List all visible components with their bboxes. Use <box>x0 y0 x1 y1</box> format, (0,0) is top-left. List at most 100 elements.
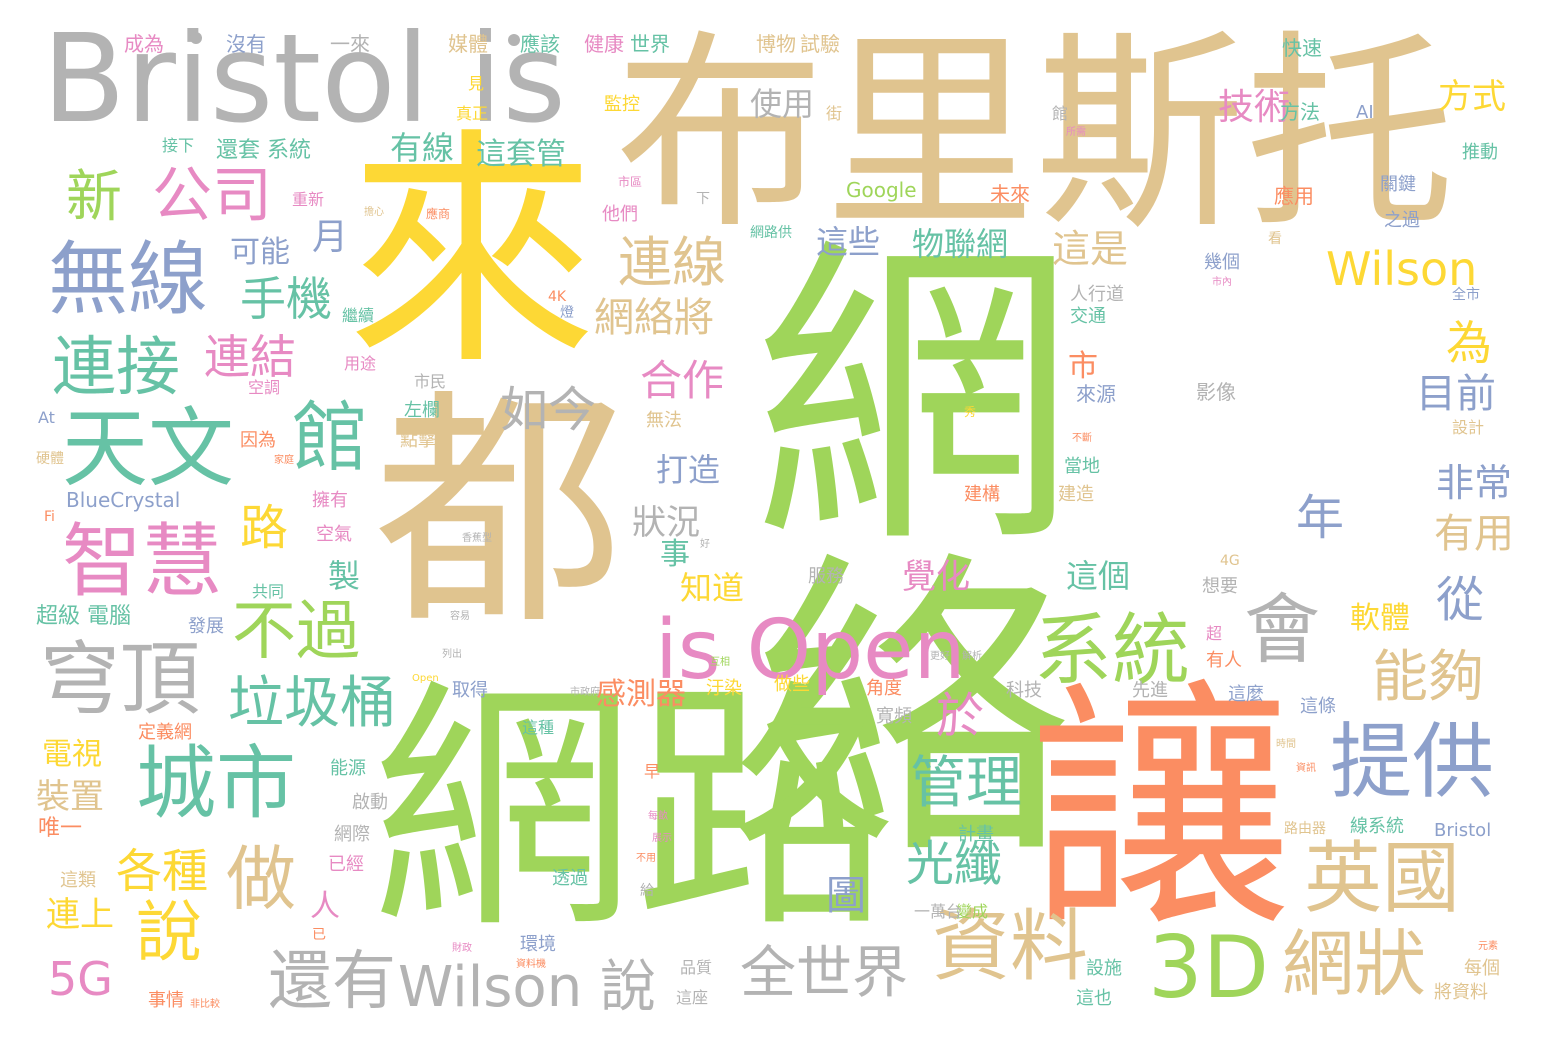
word-jihua: 計畫 <box>958 824 994 845</box>
word-guan2: 館 <box>1052 104 1069 123</box>
word-dianji: 點擊 <box>400 430 436 451</box>
word-haiyou: 還有 <box>268 945 396 1019</box>
word-rongyi: 容易 <box>450 611 470 622</box>
word-juehua: 覺化 <box>902 557 970 597</box>
word-yingguo: 英國 <box>1304 834 1461 924</box>
word-buguo: 不過 <box>232 595 360 669</box>
word-xianjin: 先進 <box>1132 680 1168 701</box>
word-zhege: 這個 <box>1066 557 1131 595</box>
word-kuanpin: 寬頻 <box>876 706 912 727</box>
word-deng: 燈 <box>560 305 574 321</box>
word-bluecrystal: BlueCrystal <box>66 488 181 512</box>
word-fangshi: 方式 <box>1438 77 1506 117</box>
word-jie: 街 <box>826 104 843 123</box>
word-xiangjiaoxing: 香蕉型 <box>462 533 492 544</box>
word-chengwei: 成為 <box>124 32 164 56</box>
word-gei: 給 <box>640 883 654 899</box>
word-jiexia: 接下 <box>162 136 195 155</box>
word-qude: 取得 <box>452 680 488 701</box>
word-youren: 有人 <box>1206 650 1242 671</box>
word-xia: 下 <box>696 191 710 207</box>
word-lianjie: 連接 <box>52 331 180 405</box>
word-ai: AI <box>1356 102 1374 123</box>
word-zhexie: 這些 <box>816 223 881 261</box>
word-jiankang: 健康 <box>584 32 624 56</box>
word-shiqing: 事情 <box>148 990 184 1011</box>
word-zheme: 這麼 <box>1228 684 1264 705</box>
word-shi2: 事 <box>660 537 690 572</box>
word-guangxian: 光纖 <box>906 836 1003 892</box>
word-lianjie2: 連結 <box>204 330 296 384</box>
word-caizheng: 財政 <box>452 943 472 954</box>
word-zhidao: 知道 <box>680 569 745 607</box>
word-zhuangkuang: 狀況 <box>632 503 700 543</box>
word-guanli: 管理 <box>910 751 1022 816</box>
word-5g: 5G <box>48 952 113 1006</box>
word-wuxian: 無線 <box>48 233 208 326</box>
word-touguo: 透過 <box>552 868 588 889</box>
word-chongxin: 重新 <box>292 190 325 209</box>
word-sheshi: 設施 <box>1086 958 1122 979</box>
word-bowu: 博物 <box>756 32 796 56</box>
word-jianzao: 建造 <box>1058 484 1094 505</box>
word-kongqi: 空氣 <box>316 524 352 545</box>
word-zuoxie: 做些 <box>774 674 810 695</box>
word-danxin: 擔心 <box>364 207 384 218</box>
word-xin: 新 <box>66 165 122 230</box>
word-jiating: 家庭 <box>274 455 294 466</box>
word-zhezuo: 這座 <box>676 988 709 1007</box>
word-meige: 每個 <box>1464 958 1500 979</box>
word-suoxu: 所需 <box>1066 127 1086 138</box>
word-shinei: 市內 <box>1212 277 1232 288</box>
word-laiyuan: 來源 <box>1076 382 1116 406</box>
word-qiongding: 穹頂 <box>40 633 200 726</box>
word-quanshi: 全市 <box>1452 287 1480 303</box>
word-weiyi: 唯一 <box>38 816 83 841</box>
word-lianshang: 連上 <box>46 895 114 935</box>
word-youxian: 有線 <box>390 129 455 167</box>
word-lu: 路 <box>240 500 289 556</box>
word-shijie: 世界 <box>630 32 670 56</box>
word-jishu: 技術 <box>1218 87 1291 128</box>
word-guan: 館 <box>292 393 368 482</box>
word-at: At <box>38 408 55 427</box>
word-zheshi: 這是 <box>1052 227 1129 271</box>
word-yu: 於 <box>936 688 985 744</box>
word-dingyiwang: 定義網 <box>138 722 192 743</box>
word-shouji: 手機 <box>240 272 332 326</box>
word-meimu: 每畝 <box>648 811 668 822</box>
word-zhetiao: 這條 <box>1300 696 1336 717</box>
word-gongtong: 共同 <box>252 582 285 601</box>
word-fi: Fi <box>44 509 55 525</box>
word-jiankong: 監控 <box>604 94 640 115</box>
word-huanjing: 環境 <box>520 934 556 955</box>
word-yue: 月 <box>312 217 349 258</box>
word-xiangyao: 想要 <box>1202 576 1238 597</box>
word-muqian: 目前 <box>1416 371 1496 417</box>
word-yongtu: 用途 <box>344 354 377 373</box>
word-yinggai: 應該 <box>520 32 560 56</box>
word-meiyou: 沒有 <box>226 32 266 56</box>
dot-mark <box>190 32 202 44</box>
word-haitao-xitong: 還套 系統 <box>216 138 311 163</box>
word-tianwen: 天文 <box>62 399 234 499</box>
word-biancheng: 變成 <box>956 902 989 921</box>
word-ziliao: 資料 <box>932 902 1089 992</box>
word-zhiguo: 之過 <box>1384 210 1420 231</box>
word-4k: 4K <box>548 289 567 305</box>
word-tigong: 提供 <box>1330 715 1495 810</box>
word-shizhengfu: 市政府 <box>570 687 600 698</box>
word-zuo: 做 <box>226 838 296 920</box>
word-keneng: 可能 <box>230 235 290 270</box>
word-sheji: 設計 <box>1452 418 1485 437</box>
word-shiyong: 使用 <box>750 85 815 123</box>
word-zhanshi: 展示 <box>652 833 672 844</box>
word-shimin: 市民 <box>414 372 447 391</box>
word-xiu: 秀 <box>964 405 977 419</box>
word-yongyou: 擁有 <box>312 490 348 511</box>
word-renxingdao: 人行道 <box>1070 284 1124 305</box>
word-lajitong: 垃圾桶 <box>228 671 396 736</box>
word-wulianwang: 物聯網 <box>912 225 1009 263</box>
word-wilson: Wilson <box>1326 242 1478 296</box>
word-buduan: 不斷 <box>1072 433 1092 444</box>
